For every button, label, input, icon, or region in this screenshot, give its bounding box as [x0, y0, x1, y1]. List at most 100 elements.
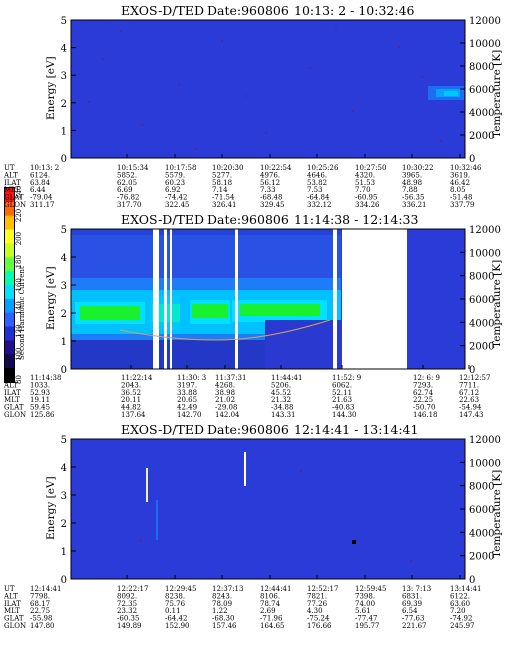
ephemeris-cell: -75.24: [307, 615, 330, 623]
y-tick-label: 4: [61, 44, 67, 55]
colorbar-cell: [5, 368, 14, 383]
ephemeris-cell: 52.93: [30, 389, 50, 397]
y2-tick-label: 6000: [469, 505, 494, 516]
colorbar-cell: [5, 271, 14, 286]
y-tick-label: 3: [61, 71, 67, 82]
panel-2-right-axis: 0 2000 4000 6000 8000 10000 12000: [460, 225, 501, 376]
colorbar-cell: [5, 312, 14, 328]
ephemeris-cell: 7.14: [212, 186, 228, 194]
y-tick-label: 3: [61, 491, 67, 502]
ephemeris-cell: 10:30:22: [402, 164, 433, 172]
panel-3-heatmap-field: [71, 439, 465, 579]
ephemeris-cell: 6122.: [450, 592, 470, 600]
ephemeris-cell: 21.63: [332, 396, 352, 404]
ephemeris-cell: 69.39: [402, 600, 422, 608]
y2-tick-label: 8000: [469, 62, 494, 73]
ephemeris-cell: 4320.: [355, 171, 375, 179]
ephemeris-cell: 63.84: [30, 179, 51, 187]
ephemeris-row-label: UT: [4, 374, 15, 382]
ephemeris-cell: 137.64: [121, 411, 146, 419]
ephemeris-cell: 36.52: [121, 389, 141, 397]
colorbar-cell: [5, 257, 14, 272]
y-tick-label: 2: [61, 519, 67, 530]
ephemeris-cell: -68.30: [212, 615, 234, 623]
y2-tick-label: 10000: [469, 39, 501, 50]
ephemeris-cell: 195.77: [355, 622, 380, 630]
ephemeris-cell: 142.70: [177, 411, 202, 419]
panel-2-left-axis: 0 1 2 3 4 5: [61, 225, 76, 376]
ephemeris-row-label: ILAT: [4, 179, 21, 187]
ephemeris-cell: 12:44:41: [260, 585, 291, 593]
ephemeris-row-label: UT: [4, 585, 15, 593]
ephemeris-row-label: ALT: [3, 381, 18, 389]
ephemeris-cell: -51.48: [450, 194, 472, 202]
ephemeris-cell: 1.22: [212, 607, 228, 615]
ephemeris-cell: 3965.: [402, 171, 422, 179]
ephemeris-cell: 2.69: [260, 607, 276, 615]
ephemeris-cell: 157.46: [212, 622, 237, 630]
ephemeris-cell: 10:27:50: [355, 164, 386, 172]
y-tick-label: 0: [61, 365, 67, 376]
ephemeris-cell: 221.67: [402, 622, 427, 630]
ephemeris-cell: -68.48: [260, 194, 282, 202]
ephemeris-cell: 58.18: [212, 179, 232, 187]
ephemeris-cell: 0.11: [165, 607, 181, 615]
y2-tick-label: 10000: [469, 248, 501, 259]
ephemeris-cell: 336.21: [402, 201, 427, 209]
y-tick-label: 1: [61, 126, 67, 137]
ephemeris-cell: 33.88: [177, 389, 197, 397]
ephemeris-cell: 322.45: [165, 201, 190, 209]
ephemeris-cell: 11:30: 3: [177, 374, 206, 382]
panel-3-ylabel: Energy [eV]: [45, 476, 57, 540]
y2-tick-label: 4000: [469, 318, 494, 329]
ephemeris-cell: 332.12: [307, 201, 332, 209]
ephemeris-cell: -76.82: [117, 194, 139, 202]
ephemeris-cell: 20.11: [121, 396, 141, 404]
ephemeris-cell: 4268.: [215, 381, 235, 389]
ephemeris-cell: 12: 6: 9: [413, 374, 440, 382]
ephemeris-row-label: ILAT: [4, 600, 21, 608]
ephemeris-cell: 72.35: [117, 600, 137, 608]
y-tick-label: 3: [61, 281, 67, 292]
ephemeris-cell: 176.66: [307, 622, 332, 630]
ephemeris-cell: 13:14:41: [450, 585, 481, 593]
ephemeris-cell: 146.18: [413, 411, 438, 419]
ephemeris-cell: 78.09: [212, 600, 232, 608]
ephemeris-cell: 51.53: [355, 179, 375, 187]
ephemeris-cell: -50.70: [413, 404, 435, 412]
panel-3: EXOS-D/TED Date:960806 12:14:41 - 13:14:…: [3, 422, 503, 630]
ephemeris-cell: 6831.: [402, 592, 422, 600]
colorbar-cell: [5, 285, 14, 300]
ephemeris-cell: 12:37:13: [212, 585, 243, 593]
colorbar-tick-label: 160: [15, 278, 23, 291]
ephemeris-cell: 12:29:45: [165, 585, 196, 593]
panel-1-left-axis: 0 1 2 3 4 5: [61, 16, 76, 165]
ephemeris-cell: 74.00: [355, 600, 375, 608]
panel-3-features: [140, 452, 412, 562]
ephemeris-cell: 7711.: [459, 381, 479, 389]
colorbar-cell: [5, 354, 14, 369]
ephemeris-row-label: GLAT: [4, 404, 24, 412]
ephemeris-cell: 149.89: [117, 622, 142, 630]
ephemeris-cell: 5852.: [117, 171, 137, 179]
ephemeris-cell: 6.92: [165, 186, 181, 194]
y2-tick-label: 12000: [469, 435, 501, 446]
ephemeris-cell: 6062.: [332, 381, 352, 389]
panel-3-time-range: 12:14:41 - 13:14:41: [294, 422, 418, 437]
ephemeris-cell: 38.98: [215, 389, 235, 397]
ephemeris-cell: -64.42: [165, 615, 187, 623]
ephemeris-cell: 19.11: [30, 396, 50, 404]
ephemeris-cell: 78.74: [260, 600, 281, 608]
ephemeris-row-label: GLAT: [4, 615, 24, 623]
ephemeris-cell: 46.42: [450, 179, 470, 187]
ephemeris-cell: 7293.: [413, 381, 433, 389]
ephemeris-row-label: GLAT: [4, 194, 24, 202]
ephemeris-cell: 11:52: 9: [332, 374, 361, 382]
ephemeris-cell: 11:37:31: [215, 374, 246, 382]
panel-2: EXOS-D/TED Date:960806 11:14:38 - 12:14:…: [3, 212, 503, 419]
y2-tick-label: 4000: [469, 528, 494, 539]
ephemeris-cell: 42.49: [177, 404, 197, 412]
y2-tick-label: 8000: [469, 482, 494, 493]
colorbar-cell: [5, 201, 14, 217]
ephemeris-cell: -71.54: [212, 194, 235, 202]
